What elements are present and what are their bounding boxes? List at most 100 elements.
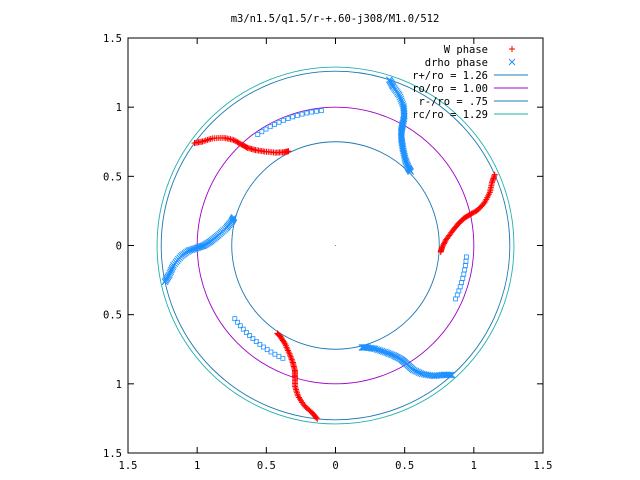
drho-phase-point	[285, 116, 291, 121]
drho-phase-point	[360, 344, 368, 351]
legend-label: r+/ro = 1.26	[412, 70, 488, 82]
w-phase-point	[285, 148, 292, 155]
drho-phase-point	[268, 349, 274, 355]
legend-label: W phase	[444, 44, 488, 56]
legend-label: rc/ro = 1.29	[412, 109, 488, 121]
y-tick-label: 0.5	[103, 171, 122, 183]
legend-label: drho phase	[425, 57, 488, 69]
drho-phase-point	[459, 280, 464, 286]
w-phase-point	[288, 355, 295, 362]
drho-phase-point	[253, 339, 259, 344]
drho-phase-point	[230, 213, 238, 221]
drho-phase-point	[272, 351, 278, 357]
w-phase-point	[289, 358, 296, 365]
circle-r-ro	[231, 141, 440, 350]
w-phase-point	[437, 248, 444, 255]
y-tick-label: 1.5	[103, 448, 122, 460]
x-tick-label: 0	[332, 460, 338, 472]
y-tick-label: 1	[116, 102, 122, 114]
w-phase-point	[231, 137, 238, 144]
drho-phase-point	[281, 117, 286, 123]
x-tick-label: 1	[194, 460, 200, 472]
w-phase-point	[274, 330, 281, 337]
w-phase-point	[469, 209, 476, 216]
drho-phase-point	[397, 95, 405, 103]
drho-phase-point	[290, 114, 296, 120]
circle-r+ro	[160, 70, 511, 421]
w-phase-point	[275, 331, 282, 338]
y-tick-label: 1.5	[103, 33, 122, 45]
axis-ticks: 1.5 1 0.5 0 0.5 1 1.51.510.500.511.5	[103, 33, 552, 472]
drho-phase-point	[398, 97, 405, 105]
w-phase-point	[288, 356, 295, 363]
drho-phase-point	[263, 126, 269, 132]
drho-phase-point	[461, 271, 467, 277]
w-phase-point	[441, 240, 448, 247]
drho-phase-point	[456, 288, 462, 294]
drho-phase-point	[237, 323, 243, 329]
circle-rcro	[156, 66, 515, 425]
drho-phase-point	[299, 111, 305, 117]
drho-phase-point	[318, 108, 324, 114]
w-phase-point	[509, 46, 515, 52]
x-tick-label: 1	[471, 460, 477, 472]
x-tick-label: 1.5	[119, 460, 138, 472]
drho-phase-point	[240, 326, 246, 332]
drho-phase-point	[309, 109, 315, 115]
drho-phase-point	[294, 113, 300, 118]
y-tick-label: 0	[116, 241, 122, 253]
drho-phase-point	[395, 91, 403, 99]
drho-phase-point	[398, 99, 406, 106]
drho-phase-point	[198, 242, 206, 250]
drho-phase-point	[454, 292, 460, 298]
drho-phase-point	[267, 124, 273, 130]
drho-phase-point	[407, 168, 415, 176]
w-phase-point	[233, 138, 240, 145]
drho-phase-point	[255, 132, 261, 137]
drho-phase-point	[235, 319, 240, 325]
x-tick-label: 1.5	[534, 460, 553, 472]
w-phase-point	[443, 236, 450, 243]
drho-phase-point	[462, 263, 468, 269]
drho-phase-point	[264, 347, 270, 352]
w-phase-point	[442, 238, 449, 245]
drho-phase-point	[396, 93, 404, 101]
legend-label: ro/ro = 1.00	[412, 83, 488, 95]
drho-phase-point	[280, 355, 286, 361]
y-tick-label: 1	[116, 379, 122, 391]
w-phase-point	[287, 352, 294, 359]
drho-phase-point	[361, 344, 369, 351]
legend-marker	[508, 58, 516, 66]
w-phase-point	[471, 209, 478, 216]
w-phase-point	[287, 353, 294, 360]
drho-phase-point	[232, 316, 238, 322]
drho-phase-point	[460, 276, 466, 281]
drho-phase-point	[453, 296, 458, 302]
circle-roro	[196, 106, 475, 385]
drho-phase-point	[359, 344, 367, 351]
drho-phase-point	[464, 254, 469, 260]
drho-phase-point	[314, 108, 319, 114]
drho-phase-point	[272, 122, 277, 127]
drho-phase-point	[261, 344, 266, 350]
x-tick-label: 0.5	[257, 460, 276, 472]
drho-phase-point	[276, 353, 282, 359]
drho-phase-point	[247, 333, 252, 338]
drho-phase-point	[257, 341, 263, 347]
w-phase-point	[289, 359, 296, 366]
legend-label: r-/ro = .75	[418, 96, 488, 108]
drho-phase-point	[276, 119, 282, 125]
drho-phase-point	[462, 267, 468, 273]
drho-phase-point	[169, 263, 177, 271]
drho-phase-point	[259, 129, 265, 135]
w-phase-point	[441, 239, 448, 246]
radius-circles	[156, 66, 515, 425]
drho-phase-point	[463, 258, 469, 264]
drho-phase-series	[161, 76, 469, 380]
drho-phase-point	[358, 344, 366, 351]
drho-phase-point	[304, 110, 310, 116]
drho-phase-point	[457, 284, 463, 290]
w-phase-point	[230, 137, 237, 144]
drho-phase-point	[243, 330, 249, 335]
